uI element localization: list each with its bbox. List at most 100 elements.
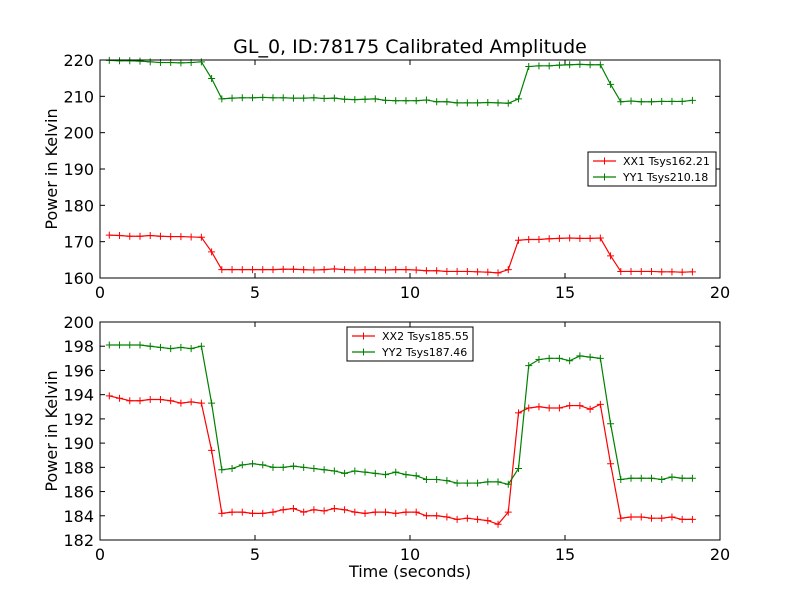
figure-title: GL_0, ID:78175 Calibrated Amplitude: [233, 36, 587, 58]
data-point-marker: [167, 233, 175, 241]
data-point-marker: [617, 267, 625, 275]
data-point-marker: [678, 268, 686, 276]
data-point-marker: [545, 62, 553, 70]
data-point-marker: [167, 345, 175, 353]
data-point-marker: [647, 514, 655, 522]
data-point-marker: [320, 95, 328, 103]
series-line-1: [109, 59, 693, 104]
data-point-marker: [525, 404, 533, 412]
data-point-marker: [167, 397, 175, 405]
data-point-marker: [647, 98, 655, 106]
data-point-marker: [474, 515, 482, 523]
data-point-marker: [177, 399, 185, 407]
data-point-marker: [300, 94, 308, 102]
data-point-marker: [688, 268, 696, 276]
series-line-0: [109, 234, 693, 274]
x-tick-label: 10: [400, 283, 420, 302]
data-point-marker: [535, 235, 543, 243]
data-point-marker: [412, 508, 420, 516]
y-tick-label: 198: [63, 337, 94, 356]
data-point-marker: [678, 474, 686, 482]
data-point-marker: [300, 266, 308, 274]
legend-swatch-marker: [360, 348, 367, 356]
data-point-marker: [627, 513, 635, 521]
data-point-marker: [535, 62, 543, 70]
y-axis-label: Power in Kelvin: [42, 370, 61, 491]
data-point-marker: [463, 267, 471, 275]
y-tick-label: 200: [63, 313, 94, 332]
data-point-marker: [443, 98, 451, 106]
data-point-marker: [658, 97, 666, 105]
data-point-marker: [126, 397, 134, 405]
data-point-marker: [361, 95, 369, 103]
data-point-marker: [678, 515, 686, 523]
data-point-marker: [555, 61, 563, 69]
data-point-marker: [126, 341, 134, 349]
data-point-marker: [330, 505, 338, 513]
data-point-marker: [361, 468, 369, 476]
data-point-marker: [545, 235, 553, 243]
data-point-marker: [371, 469, 379, 477]
data-point-marker: [156, 232, 164, 240]
series-line-1: [109, 344, 693, 485]
data-point-marker: [371, 95, 379, 103]
series-line-0: [109, 395, 693, 525]
data-point-marker: [617, 98, 625, 106]
data-point-marker: [668, 473, 676, 481]
data-point-marker: [555, 354, 563, 362]
data-point-marker: [688, 474, 696, 482]
y-tick-label: 194: [63, 386, 94, 405]
data-point-marker: [688, 96, 696, 104]
data-point-marker: [433, 512, 441, 520]
x-tick-label: 10: [400, 545, 420, 564]
data-point-marker: [576, 234, 584, 242]
data-point-marker: [637, 98, 645, 106]
data-point-marker: [300, 508, 308, 516]
x-tick-label: 5: [250, 283, 260, 302]
y-tick-label: 220: [63, 51, 94, 70]
data-point-marker: [596, 354, 604, 362]
data-point-marker: [341, 469, 349, 477]
data-point-marker: [484, 517, 492, 525]
bottom-plot: 0 5 10 15 20 182 184 186 188 190 192 194 196 198 200 Po…: [42, 313, 730, 581]
data-point-marker: [228, 465, 236, 473]
data-point-marker: [658, 514, 666, 522]
top-plot: 0 5 10 15 20 160 170 180 190 200 210 220 Power in Ke…: [42, 51, 730, 302]
x-axis-label: Time (seconds): [348, 562, 471, 581]
y-axis-label: Power in Kelvin: [42, 108, 61, 229]
data-point-marker: [279, 265, 287, 273]
y-tick-label: 182: [63, 531, 94, 550]
data-point-marker: [351, 467, 359, 475]
data-point-marker: [392, 266, 400, 274]
data-point-marker: [156, 343, 164, 351]
data-point-marker: [627, 97, 635, 105]
legend-entry-label: XX2 Tsys185.55: [382, 330, 469, 343]
data-point-marker: [371, 266, 379, 274]
data-point-marker: [382, 96, 390, 104]
y-tick-label: 186: [63, 483, 94, 502]
data-point-marker: [596, 234, 604, 242]
data-point-marker: [146, 342, 154, 350]
data-point-marker: [433, 267, 441, 275]
data-point-marker: [116, 341, 124, 349]
y-tick-label: 200: [63, 124, 94, 143]
data-point-marker: [238, 508, 246, 516]
x-tick-label: 20: [710, 545, 730, 564]
data-point-marker: [259, 461, 267, 469]
data-point-marker: [586, 61, 594, 69]
data-point-marker: [218, 509, 226, 517]
data-point-marker: [279, 506, 287, 514]
data-point-marker: [658, 475, 666, 483]
data-point-marker: [136, 397, 144, 405]
data-point-marker: [515, 95, 522, 103]
data-point-marker: [269, 94, 277, 102]
data-point-marker: [259, 266, 267, 274]
data-point-marker: [259, 93, 267, 101]
data-point-marker: [647, 267, 655, 275]
data-point-marker: [310, 465, 318, 473]
data-point-marker: [351, 266, 359, 274]
data-point-marker: [249, 460, 257, 468]
data-point-marker: [607, 460, 615, 468]
data-point-marker: [566, 61, 574, 69]
data-point-marker: [504, 508, 512, 516]
